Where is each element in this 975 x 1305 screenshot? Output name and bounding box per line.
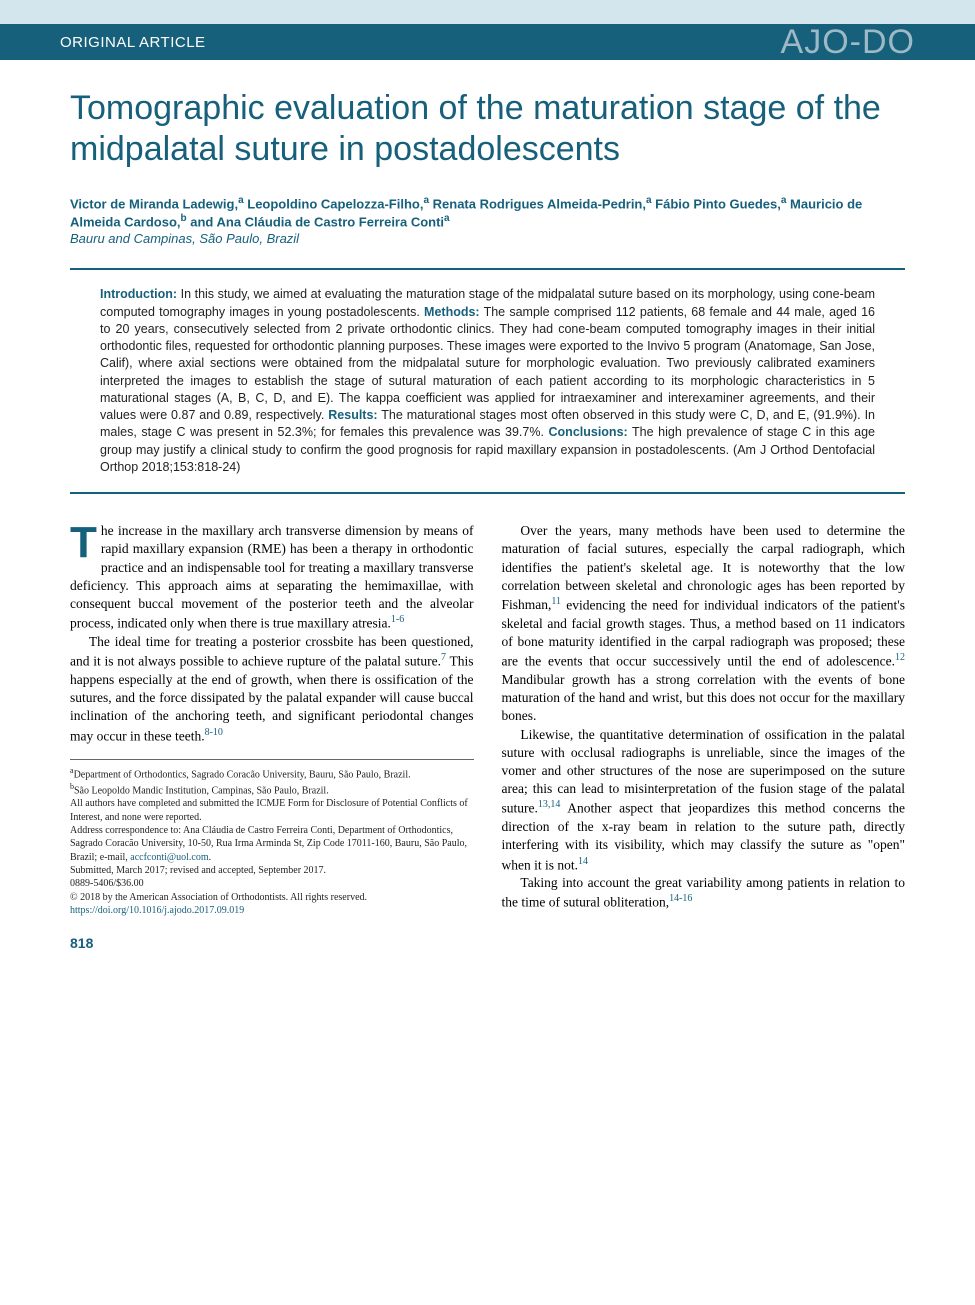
- r3a-text: Taking into account the great variabilit…: [502, 875, 906, 910]
- aff-a: aDepartment of Orthodontics, Sagrado Cor…: [70, 766, 474, 782]
- footnotes: aDepartment of Orthodontics, Sagrado Cor…: [70, 759, 474, 917]
- r1b-text: evidencing the need for individual indic…: [502, 597, 906, 668]
- ref-1-6: 1-6: [391, 614, 404, 625]
- abstract-box: Introduction: In this study, we aimed at…: [70, 268, 905, 494]
- ref-13-14: 13,14: [538, 799, 561, 810]
- p1-text: he increase in the maxillary arch transv…: [70, 523, 474, 631]
- r2b-text: Another aspect that jeopardizes this met…: [502, 801, 906, 872]
- submitted-line: Submitted, March 2017; revised and accep…: [70, 864, 474, 877]
- article-type-label: ORIGINAL ARTICLE: [60, 34, 206, 51]
- doi-line: https://doi.org/10.1016/j.ajodo.2017.09.…: [70, 904, 474, 917]
- abstract-results-label: Results:: [328, 408, 377, 422]
- page-content: Tomographic evaluation of the maturation…: [0, 60, 975, 991]
- copyright-line: © 2018 by the American Association of Or…: [70, 891, 474, 904]
- abstract-methods-label: Methods:: [424, 305, 480, 319]
- r1c-text: Mandibular growth has a strong correlati…: [502, 672, 906, 723]
- author-list: Victor de Miranda Ladewig,a Leopoldino C…: [70, 194, 905, 232]
- doi-link[interactable]: https://doi.org/10.1016/j.ajodo.2017.09.…: [70, 905, 244, 916]
- body-r1: Over the years, many methods have been u…: [502, 522, 906, 725]
- disclosure: All authors have completed and submitted…: [70, 797, 474, 824]
- article-title: Tomographic evaluation of the maturation…: [70, 88, 905, 170]
- abstract-text: Introduction: In this study, we aimed at…: [100, 286, 875, 476]
- body-p1: The increase in the maxillary arch trans…: [70, 522, 474, 633]
- dropcap: T: [70, 522, 101, 561]
- corr-period: .: [209, 852, 212, 863]
- abstract-concl-label: Conclusions:: [549, 425, 628, 439]
- abstract-methods-text: The sample comprised 112 patients, 68 fe…: [100, 305, 875, 423]
- body-r2: Likewise, the quantitative determination…: [502, 726, 906, 875]
- ref-8-10: 8-10: [205, 727, 223, 738]
- correspondence: Address correspondence to: Ana Cláudia d…: [70, 824, 474, 864]
- p2a-text: The ideal time for treating a posterior …: [70, 634, 474, 669]
- affiliation-line: Bauru and Campinas, São Paulo, Brazil: [70, 231, 905, 246]
- abstract-intro-label: Introduction:: [100, 287, 177, 301]
- ref-14-16: 14-16: [669, 893, 692, 904]
- body-columns: The increase in the maxillary arch trans…: [70, 522, 905, 917]
- ref-12: 12: [895, 652, 905, 663]
- aff-a-text: Department of Orthodontics, Sagrado Cora…: [74, 770, 411, 781]
- top-light-bar: [0, 0, 975, 24]
- journal-logo: AJO-DO: [781, 24, 915, 60]
- header-bar: ORIGINAL ARTICLE AJO-DO: [0, 24, 975, 60]
- ref-14: 14: [578, 856, 588, 867]
- aff-b-text: São Leopoldo Mandic Institution, Campina…: [74, 785, 329, 796]
- corr-email-link[interactable]: accfconti@uol.com: [130, 852, 208, 863]
- aff-b: bSão Leopoldo Mandic Institution, Campin…: [70, 782, 474, 798]
- issn-line: 0889-5406/$36.00: [70, 877, 474, 890]
- ref-11: 11: [551, 596, 561, 607]
- page-number: 818: [70, 935, 905, 951]
- body-p2: The ideal time for treating a posterior …: [70, 633, 474, 745]
- body-r3: Taking into account the great variabilit…: [502, 874, 906, 912]
- left-column: The increase in the maxillary arch trans…: [70, 522, 474, 917]
- right-column: Over the years, many methods have been u…: [502, 522, 906, 917]
